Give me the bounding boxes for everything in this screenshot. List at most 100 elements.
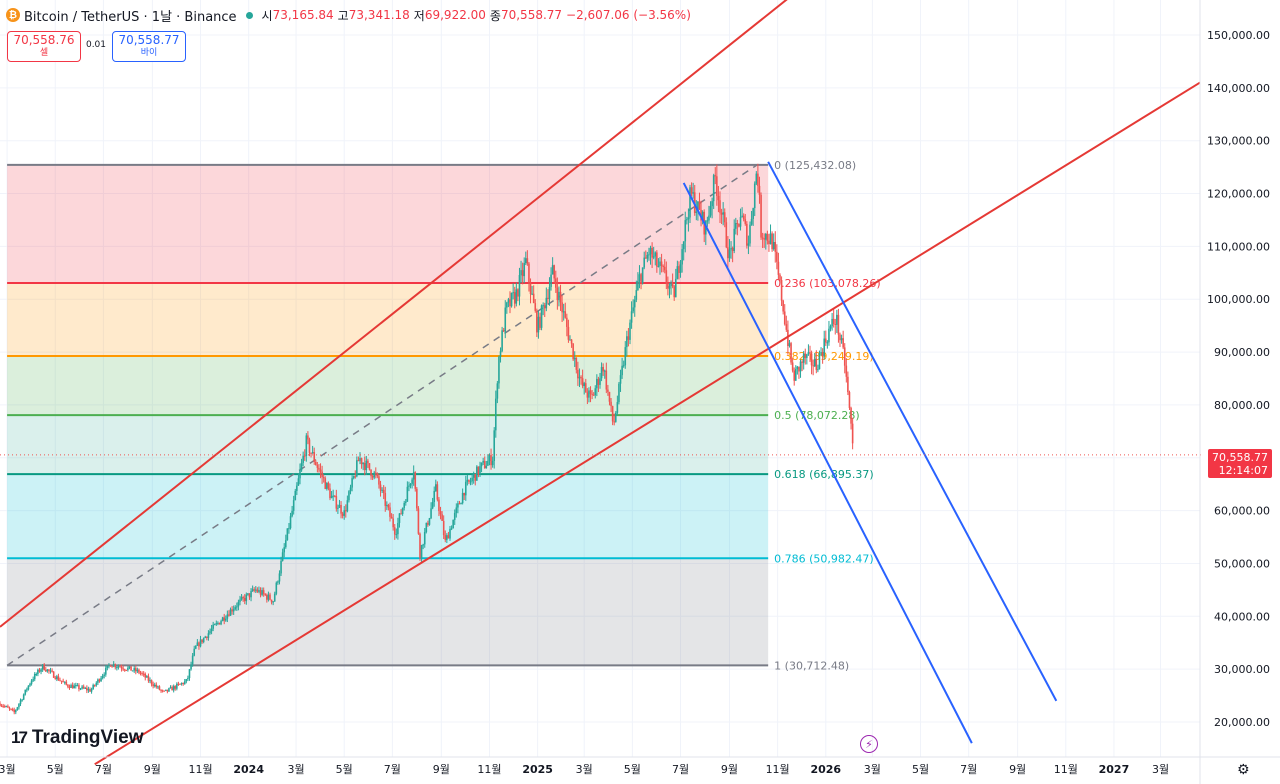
candle-body — [191, 655, 194, 665]
candle-body — [14, 710, 17, 713]
candle-body — [228, 614, 230, 616]
candle-body — [649, 247, 652, 255]
candle-body — [416, 488, 418, 509]
candle-body — [277, 581, 279, 583]
candle-body — [524, 258, 527, 264]
time-axis-label: 2025 — [522, 763, 553, 776]
candle-body — [455, 507, 458, 513]
candle-body — [425, 522, 428, 532]
candle-body — [198, 642, 200, 647]
price-axis-label: 140,000.00 — [1207, 82, 1270, 95]
candle-body — [457, 503, 459, 508]
candle-body — [187, 677, 189, 680]
candle-body — [528, 263, 530, 283]
channel-line — [94, 81, 1201, 766]
candle-body — [248, 593, 251, 598]
candle-body — [757, 173, 759, 186]
candle-body — [605, 370, 608, 390]
candle-body — [656, 252, 658, 267]
candle-body — [177, 683, 180, 685]
close-value: 70,558.77 — [500, 8, 563, 22]
candle-body — [217, 622, 219, 624]
candle-body — [0, 705, 3, 707]
time-axis-label: 5월 — [624, 763, 641, 776]
candle-body — [262, 590, 265, 594]
sell-button[interactable]: 70,558.76 셀 — [7, 31, 81, 62]
candle-body — [847, 376, 849, 393]
candle-body — [831, 318, 833, 327]
candle-body — [542, 305, 544, 307]
blue-trend-channel — [682, 161, 1058, 744]
candle-body — [247, 593, 249, 595]
price-axis-label: 130,000.00 — [1207, 135, 1270, 148]
candles — [0, 163, 854, 715]
candle-body — [319, 469, 322, 472]
candle-body — [245, 594, 248, 602]
gear-icon[interactable]: ⚙ — [1237, 762, 1250, 778]
candle-body — [758, 185, 761, 195]
candle-body — [706, 220, 709, 222]
candle-body — [749, 224, 751, 244]
candle-body — [458, 503, 461, 505]
candle-body — [226, 614, 229, 619]
candle-body — [251, 589, 254, 591]
candle-body — [768, 240, 770, 245]
candle-body — [824, 338, 827, 343]
candle-body — [71, 684, 74, 689]
bar-countdown: 12:14:07 — [1218, 463, 1268, 477]
candle-body — [229, 609, 232, 616]
candle-body — [422, 544, 424, 546]
time-axis-label: 3월 — [576, 763, 593, 776]
candle-body — [616, 402, 619, 413]
candle-body — [687, 217, 690, 220]
candle-body — [676, 266, 679, 279]
candle-body — [404, 501, 407, 503]
candle-body — [633, 299, 636, 308]
lightning-icon[interactable]: ⚡ — [860, 735, 878, 753]
candle-body — [722, 212, 724, 215]
buy-button[interactable]: 70,558.77 바이 — [112, 31, 186, 62]
candle-body — [289, 516, 292, 529]
candle-body — [644, 257, 647, 259]
candle-body — [243, 597, 246, 602]
candle-body — [796, 366, 799, 370]
candle-body — [739, 217, 742, 227]
candle-body — [379, 484, 382, 491]
candle-body — [461, 492, 464, 504]
candle-body — [510, 292, 513, 307]
candle-body — [504, 307, 507, 332]
candle-body — [581, 378, 584, 387]
candle-body — [663, 266, 666, 271]
candle-body — [782, 300, 784, 312]
candle-body — [746, 223, 748, 246]
time-axis-label: 3월 — [0, 763, 16, 776]
candle-body — [68, 686, 71, 688]
candle-body — [346, 500, 349, 512]
candle-body — [22, 694, 25, 700]
time-axis-label: 5월 — [912, 763, 929, 776]
candle-body — [302, 455, 304, 463]
candle-body — [469, 481, 472, 483]
candle-body — [40, 669, 42, 672]
candle-body — [127, 667, 129, 671]
candle-body — [234, 607, 237, 610]
candle-body — [371, 476, 374, 478]
symbol-title[interactable]: Bitcoin / TetherUS · 1날 · Binance — [24, 9, 237, 25]
candle-body — [701, 211, 704, 221]
candle-body — [802, 353, 805, 363]
candle-body — [738, 223, 740, 227]
candle-body — [648, 254, 650, 256]
candle-body — [256, 589, 259, 592]
candle-body — [610, 401, 612, 407]
candle-body — [311, 452, 314, 454]
tradingview-logo[interactable]: 17 TradingView — [11, 727, 144, 749]
candle-body — [172, 686, 175, 691]
candle-body — [419, 533, 421, 558]
candle-body — [106, 665, 109, 668]
candle-body — [586, 392, 589, 398]
candle-body — [131, 670, 134, 672]
candle-body — [761, 237, 764, 239]
candle-body — [411, 479, 413, 484]
candle-body — [314, 461, 317, 466]
